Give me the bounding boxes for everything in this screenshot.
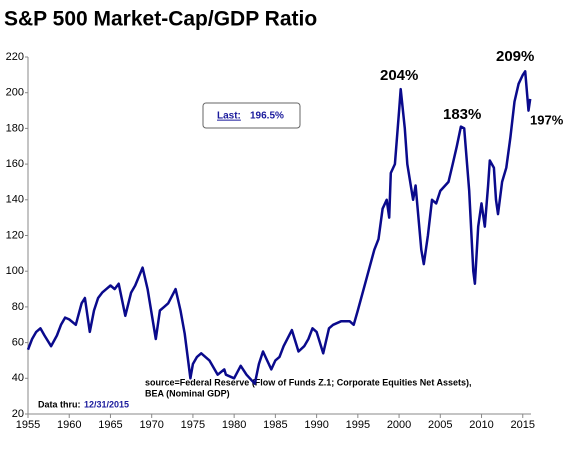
chart-title: S&P 500 Market-Cap/GDP Ratio: [4, 8, 317, 31]
y-tick-label: 100: [6, 265, 24, 277]
x-tick-label: 1965: [98, 419, 122, 431]
annotation: 183%: [443, 106, 481, 123]
x-tick-label: 1980: [222, 419, 246, 431]
y-tick-label: 220: [6, 51, 24, 63]
source-line: source=Federal Reserve (Flow of Funds Z.…: [145, 377, 472, 387]
annotation: 204%: [380, 67, 418, 84]
y-tick-label: 60: [12, 337, 24, 349]
x-tick-label: 2005: [428, 419, 452, 431]
x-tick-label: 1995: [346, 419, 370, 431]
annotation: 209%: [496, 48, 534, 65]
last-label: Last:: [217, 111, 241, 122]
annotation: 197%: [530, 112, 564, 127]
y-tick-label: 200: [6, 87, 24, 99]
x-tick-label: 1985: [263, 419, 287, 431]
y-tick-label: 160: [6, 158, 24, 170]
line-series: [26, 70, 532, 385]
x-tick-label: 2010: [469, 419, 493, 431]
last-box: [202, 102, 301, 129]
y-tick-label: 180: [6, 122, 24, 134]
x-tick-label: 2015: [511, 419, 535, 431]
data-thru-date: 12/31/2015: [84, 399, 129, 409]
y-tick-label: 20: [12, 408, 24, 420]
y-tick-label: 40: [12, 372, 24, 384]
x-tick-label: 1970: [139, 419, 163, 431]
x-tick-label: 1990: [304, 419, 328, 431]
x-tick-label: 1960: [57, 419, 81, 431]
y-tick-label: 140: [6, 194, 24, 206]
y-tick-label: 120: [6, 229, 24, 241]
source-line: BEA (Nominal GDP): [145, 388, 230, 398]
y-tick-label: 80: [12, 301, 24, 313]
x-tick-label: 2000: [387, 419, 411, 431]
x-tick-label: 1955: [16, 419, 40, 431]
x-tick-label: 1975: [181, 419, 205, 431]
last-value: 196.5%: [250, 111, 284, 122]
data-thru-label: Data thru:: [38, 399, 81, 409]
